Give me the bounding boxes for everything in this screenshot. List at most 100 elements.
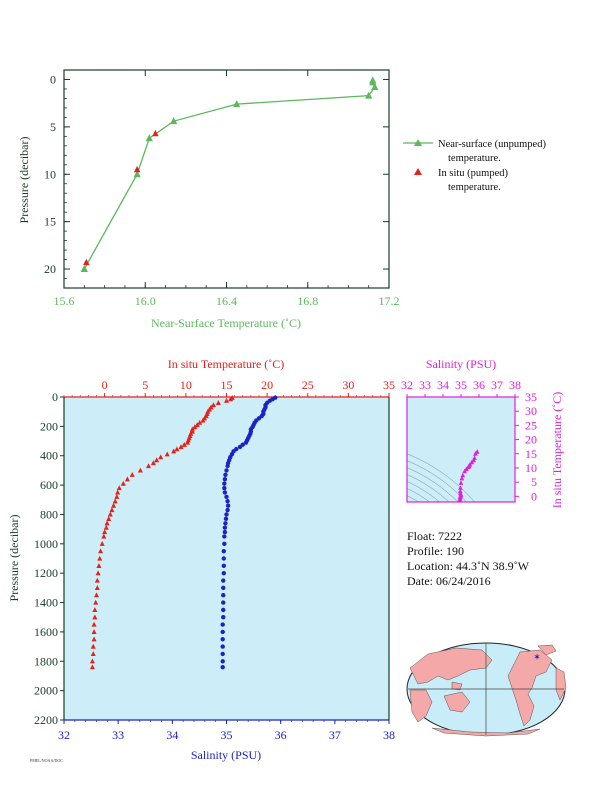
- top-x-tick-label: 16.0: [135, 294, 156, 308]
- near-surface-point: [371, 83, 379, 91]
- near-surface-point: [145, 134, 153, 142]
- near-surface-point: [133, 170, 141, 178]
- temperature-point: [89, 658, 95, 664]
- near-surface-point: [80, 265, 88, 273]
- temperature-point: [150, 460, 156, 466]
- temperature-point: [102, 529, 108, 535]
- salinity-tick-label: 36: [275, 728, 287, 742]
- salinity-axis-label: Salinity (PSU): [191, 748, 261, 762]
- temperature-point: [101, 533, 107, 539]
- salinity-point: [223, 472, 228, 478]
- float-location-marker: ✶: [533, 652, 541, 662]
- temperature-point: [93, 599, 99, 605]
- temperature-point: [178, 444, 184, 450]
- density-contours: [407, 453, 475, 502]
- top-x-tick-label: 15.6: [54, 294, 75, 308]
- profile-chart: 0 5 10 15 20 25 30 35 32 33 34 35 36 37 38 0 200 400 600…: [7, 357, 395, 762]
- salinity-point: [221, 578, 226, 583]
- salinity-point: [225, 503, 231, 508]
- temperature-point: [145, 463, 152, 469]
- temperature-point: [115, 489, 121, 495]
- top-x-tick-label: 16.4: [216, 294, 237, 308]
- ts-x-tick-label: 34: [437, 378, 449, 392]
- ts-x-axis: 32 33 34 35 36 37 38: [401, 378, 521, 397]
- pressure-tick-label: 1000: [34, 537, 58, 551]
- temperature-point: [192, 424, 198, 430]
- legend-label-near-surface-1: Near-surface (unpumped): [438, 139, 546, 150]
- temperature-point: [200, 417, 206, 423]
- near-surface-chart: 15.6 16.0 16.4 16.8 17.2 0 5 10 15 20 Near-Surfa…: [17, 69, 546, 330]
- legend-marker-near-surface: [414, 139, 422, 146]
- top-y-tick-label: 5: [50, 120, 56, 134]
- salinity-point: [223, 521, 228, 526]
- legend-label-in-situ-1: In situ (pumped): [438, 168, 508, 179]
- ts-y-tick-label: 30: [525, 404, 537, 418]
- temperature-point: [120, 480, 126, 486]
- ts-point: [473, 451, 478, 456]
- salinity-point: [221, 607, 226, 613]
- salinity-point: [221, 593, 226, 598]
- ts-point: [459, 475, 465, 481]
- temperature-point: [104, 520, 110, 526]
- legend-marker-in-situ: [414, 168, 422, 175]
- salinity-point: [220, 622, 225, 627]
- temp-tick-label: 5: [142, 378, 148, 392]
- ts-y-tick-label: 15: [525, 447, 537, 461]
- pressure-tick-label: 0: [52, 390, 58, 404]
- ts-y-tick-label: 0: [531, 489, 537, 503]
- salinity-point: [222, 541, 227, 547]
- temperature-point: [112, 498, 118, 504]
- temperature-point: [184, 439, 191, 445]
- temperature-point: [107, 511, 113, 517]
- ts-x-tick-label: 33: [419, 378, 431, 392]
- temperature-point: [129, 472, 135, 477]
- top-y-tick-label: 20: [44, 262, 56, 276]
- pressure-tick-label: 1600: [34, 625, 58, 639]
- footer-credit: PMEL/NOAA/DOC: [30, 758, 63, 763]
- temperature-point: [158, 454, 164, 460]
- temperature-point: [154, 457, 160, 463]
- legend-label-near-surface-2: temperature.: [448, 153, 501, 164]
- salinity-tick-label: 33: [112, 728, 124, 742]
- temperature-point: [174, 446, 180, 452]
- salinity-point: [225, 507, 230, 513]
- salinity-point: [223, 516, 229, 522]
- ts-point: [469, 459, 475, 465]
- temperature-point: [106, 516, 112, 521]
- salinity-point: [221, 585, 226, 591]
- ts-point: [462, 468, 467, 474]
- pressure-tick-label: 1200: [34, 566, 58, 580]
- salinity-point: [221, 548, 226, 554]
- temp-tick-label: 20: [261, 378, 273, 392]
- temperature-point: [90, 643, 96, 649]
- salinity-point: [221, 615, 226, 620]
- date: Date: 06/24/2016: [407, 574, 491, 588]
- salinity-point: [222, 534, 227, 539]
- ts-point: [458, 480, 464, 485]
- salinity-point: [221, 556, 226, 561]
- top-y-tick-label: 15: [44, 215, 56, 229]
- salinity-point: [224, 512, 229, 517]
- temperature-point: [228, 396, 234, 402]
- salinity-point: [222, 525, 228, 530]
- near-surface-point: [170, 117, 178, 125]
- salinity-point: [220, 659, 225, 664]
- pressure-tick-label: 600: [40, 478, 58, 492]
- salinity-point: [243, 440, 249, 445]
- temperature-point: [97, 555, 103, 561]
- pressure-tick-label: 400: [40, 449, 58, 463]
- temperature-point: [94, 577, 100, 583]
- profile-plot-bg: [64, 397, 389, 720]
- temperature-point: [210, 402, 217, 408]
- float-info: Float: 7222 Profile: 190 Location: 44.3˚…: [407, 529, 530, 588]
- salinity-point: [221, 570, 226, 576]
- top-x-tick-label: 17.2: [379, 294, 400, 308]
- temperature-point: [223, 397, 230, 403]
- salinity-tick-label: 37: [329, 728, 341, 742]
- salinity-tick-label: 34: [166, 728, 178, 742]
- pressure-tick-label: 1400: [34, 596, 58, 610]
- ts-x-tick-label: 32: [401, 378, 413, 392]
- pressure-tick-label: 2200: [34, 713, 58, 727]
- ts-x-axis-label: Salinity (PSU): [426, 357, 496, 371]
